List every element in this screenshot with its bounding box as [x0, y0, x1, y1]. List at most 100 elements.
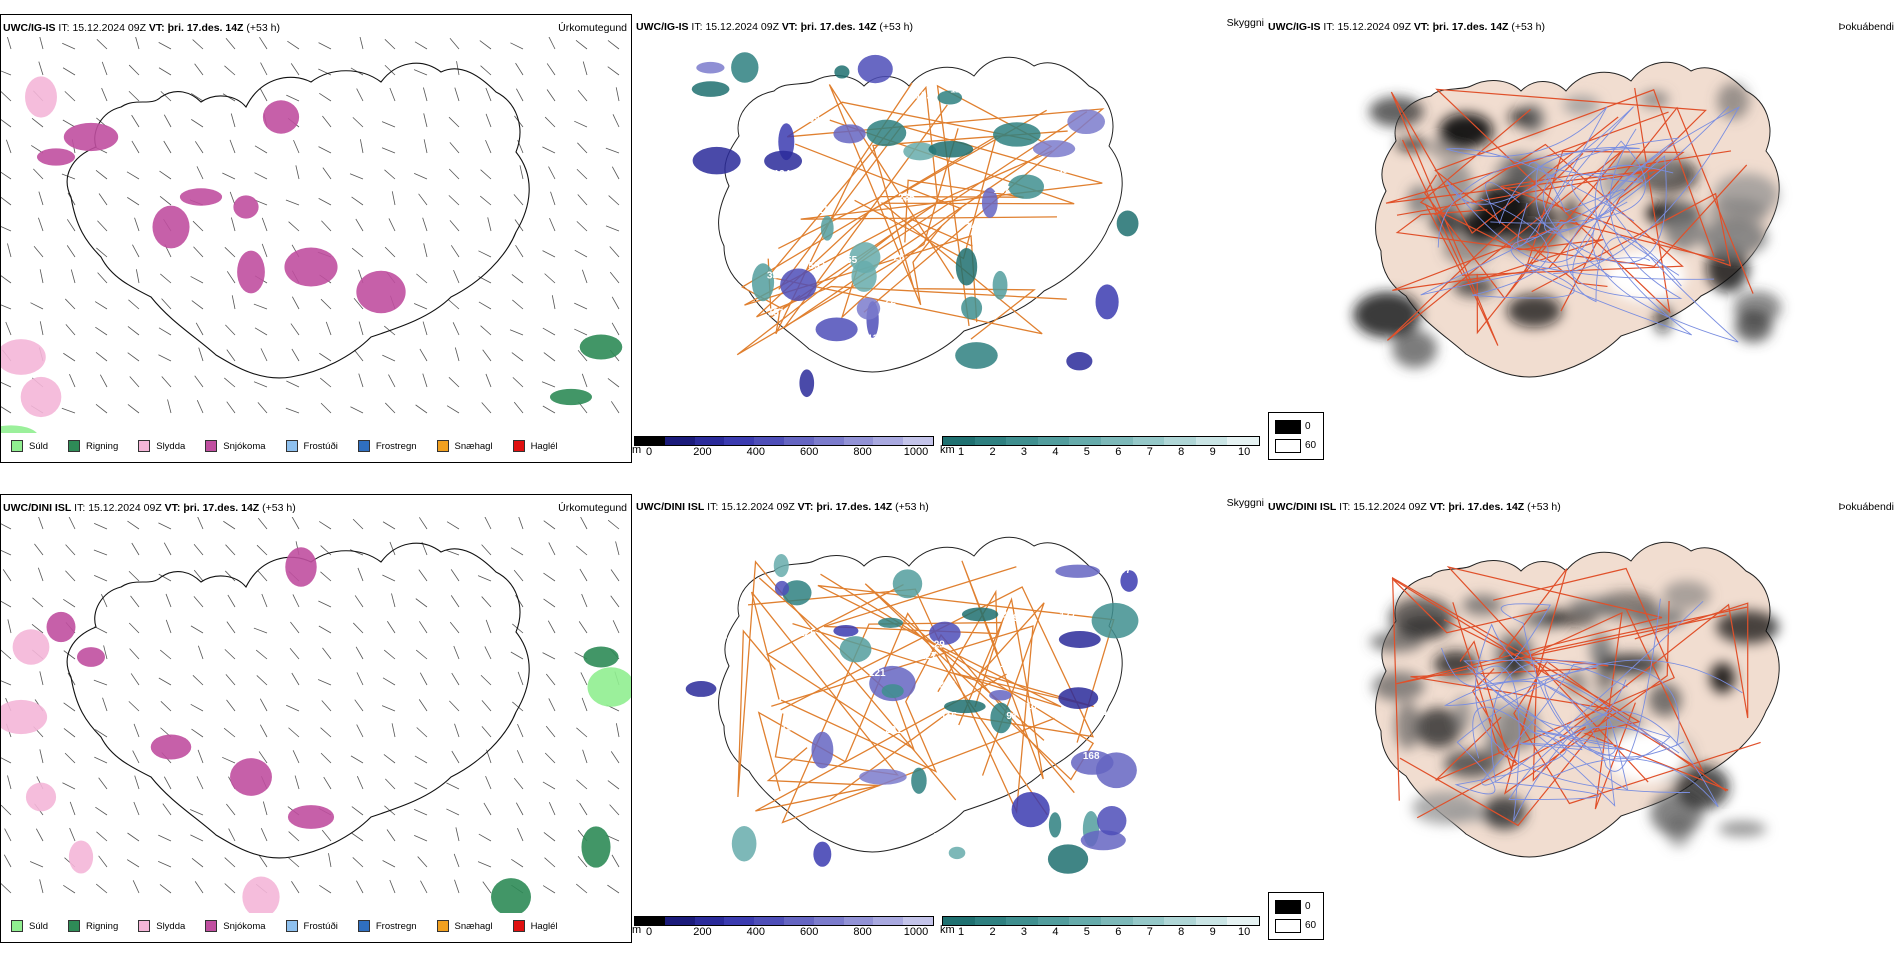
- wind-barb: [577, 855, 588, 868]
- wind-barb: [65, 544, 76, 556]
- wind-barb: [128, 570, 140, 582]
- wind-barb: [163, 542, 172, 556]
- precip-cell: [68, 840, 94, 874]
- fog-cell: [1394, 701, 1421, 750]
- wind-barb: [226, 803, 236, 816]
- colorbar-tick: 0: [645, 446, 653, 458]
- fog-cell: [1733, 290, 1782, 325]
- wind-barb: [158, 327, 172, 336]
- wind-barb: [510, 42, 524, 50]
- wind-barb: [453, 269, 460, 284]
- colorbar-tick: 7: [1146, 446, 1153, 458]
- precip-cell: [179, 188, 223, 206]
- colorbar-segment: [1227, 437, 1259, 445]
- wind-barb: [99, 374, 108, 388]
- wind-barb: [354, 349, 364, 362]
- wind-barb: [355, 218, 364, 232]
- wind-barb: [62, 67, 76, 76]
- wind-barb: [543, 598, 556, 608]
- wind-barb: [544, 116, 556, 128]
- wind-barb: [485, 113, 492, 128]
- river-line: [1535, 155, 1682, 303]
- wind-barb: [228, 828, 236, 842]
- wind-barb: [131, 542, 140, 556]
- cloud-cell: [813, 841, 832, 867]
- wind-barb: [190, 834, 204, 842]
- wind-barb: [419, 672, 428, 686]
- river-line: [1463, 659, 1627, 756]
- wind-barb: [132, 880, 140, 894]
- precip-cell: [152, 205, 190, 249]
- cloud-base-value: 108: [1026, 701, 1043, 712]
- colorbar-segment: [694, 917, 725, 925]
- fog-map: [1353, 61, 1782, 378]
- wind-barb: [101, 594, 108, 608]
- cloud-base-colorbar: 0 200 400 600 800 1000 m: [632, 916, 934, 946]
- colorbar-segment: [754, 437, 784, 445]
- wind-barb: [128, 90, 140, 102]
- wind-barb: [260, 62, 268, 76]
- wind-barb: [191, 93, 204, 102]
- wind-barb: [579, 802, 588, 816]
- wind-barb: [259, 724, 268, 738]
- colorbar-segment: [724, 917, 755, 925]
- precip-cell: [237, 250, 265, 294]
- fog-cell: [1506, 294, 1562, 328]
- cloud-base-value: 125: [799, 628, 816, 639]
- cloud-cell: [751, 263, 775, 302]
- wind-barb: [512, 701, 524, 712]
- colorbar-segment: [873, 917, 904, 925]
- river-line: [1445, 106, 1635, 247]
- legend-item: Slydda: [130, 440, 185, 452]
- colorbar-segment: [843, 437, 874, 445]
- wind-barb: [607, 780, 620, 790]
- wind-barb: [518, 517, 524, 530]
- cloud-cell: [1080, 830, 1126, 851]
- wind-barb: [513, 194, 524, 206]
- precip-cell: [25, 782, 57, 812]
- road-line: [756, 109, 1067, 318]
- cloud-base-bar: [634, 436, 934, 446]
- wind-barb: [607, 519, 620, 530]
- wind-barb: [34, 543, 44, 556]
- wind-barb: [61, 173, 76, 180]
- cloud-cell: [834, 65, 850, 79]
- legend-item: Súld: [3, 920, 48, 932]
- cloud-base-value: 96: [1013, 613, 1025, 624]
- cloud-base-value: 99: [1031, 655, 1043, 666]
- wind-barb: [291, 517, 300, 530]
- legend-swatch: [436, 440, 449, 452]
- colorbar-tick: 4: [1052, 446, 1059, 458]
- wind-barb: [131, 140, 140, 154]
- wind-barb: [1, 804, 12, 816]
- wind-barb: [414, 782, 428, 790]
- wind-barb: [605, 147, 620, 154]
- wind-barb: [259, 88, 268, 102]
- wind-barb: [382, 574, 396, 582]
- wind-barb: [191, 300, 204, 310]
- fog-key-swatch-0: [1275, 420, 1301, 434]
- wind-barb: [94, 523, 108, 530]
- legend-label: Snæhagl: [454, 920, 493, 932]
- wind-barb: [289, 647, 300, 660]
- wind-barb: [66, 245, 76, 258]
- wind-barb: [191, 119, 204, 128]
- wind-barb: [69, 373, 76, 388]
- cloud-cell: [948, 846, 966, 860]
- panel-title: Úrkomutegund: [558, 22, 627, 34]
- legend-item: Rigning: [60, 440, 118, 452]
- colorbar-segment: [813, 437, 844, 445]
- wind-barb: [318, 600, 332, 608]
- colorbar-tick: 200: [693, 926, 712, 938]
- wind-barb: [286, 380, 300, 388]
- legend-item: Frostúði: [278, 920, 338, 932]
- wind-barb: [480, 65, 492, 76]
- wind-barb: [259, 698, 268, 712]
- fog-key-swatch-0: [1275, 900, 1301, 914]
- wind-barb: [1, 680, 12, 686]
- wind-barb: [319, 521, 332, 530]
- cloud-cell: [961, 296, 983, 320]
- cloud-base-value: 199: [1025, 265, 1042, 276]
- precip-cell: [284, 247, 338, 287]
- wind-barb: [63, 702, 76, 712]
